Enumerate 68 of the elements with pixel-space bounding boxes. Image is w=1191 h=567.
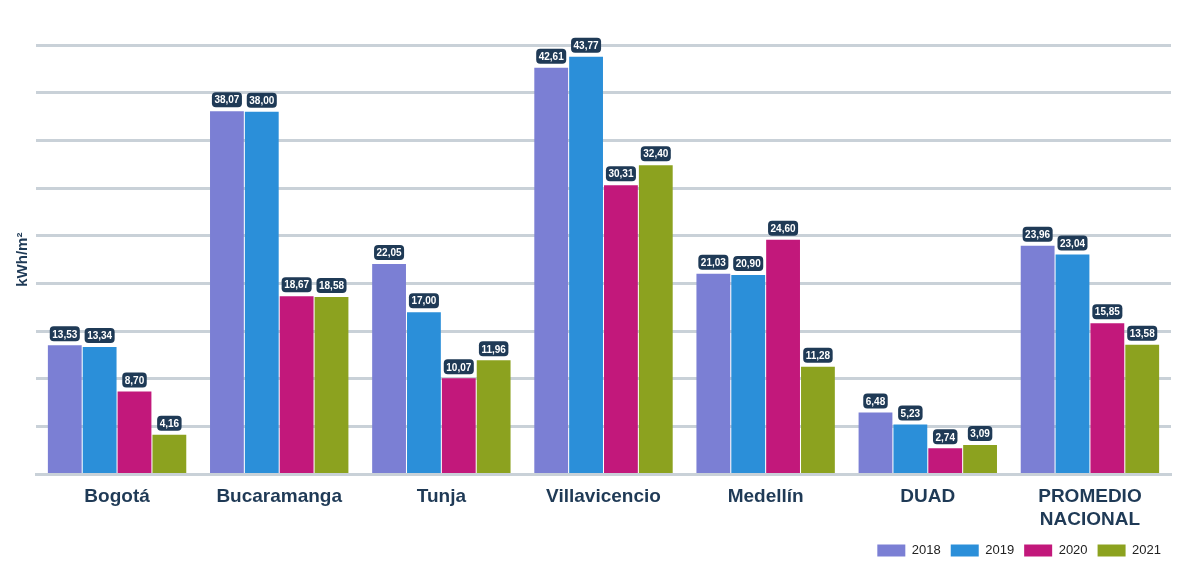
bar — [441, 378, 476, 473]
bar — [47, 345, 82, 473]
bar — [534, 67, 569, 473]
data-label: 13,58 — [1129, 328, 1156, 340]
data-label: 5,23 — [900, 407, 921, 419]
x-tick-label: PROMEDIO NACIONAL — [1038, 485, 1142, 529]
bar — [279, 296, 314, 473]
data-label: 10,07 — [446, 361, 472, 373]
bar — [696, 273, 731, 473]
bar — [244, 111, 279, 473]
x-tick-label: Tunja — [416, 485, 467, 507]
data-label: 42,61 — [538, 51, 565, 63]
data-label: 4,16 — [159, 417, 180, 429]
data-label: 30,31 — [608, 168, 634, 180]
bar — [1125, 344, 1160, 473]
data-label: 13,34 — [87, 330, 113, 342]
data-label: 23,04 — [1059, 237, 1086, 249]
bar — [117, 391, 152, 473]
bar — [152, 434, 187, 473]
bar — [476, 360, 511, 473]
legend-label: 2021 — [1132, 542, 1161, 558]
data-label: 23,96 — [1025, 229, 1051, 241]
bar — [314, 297, 349, 473]
bar — [766, 239, 800, 473]
bar — [928, 448, 963, 473]
data-label: 8,70 — [124, 374, 145, 386]
x-tick-label: Bucaramanga — [216, 485, 343, 507]
legend-label: 2020 — [1058, 542, 1088, 558]
x-tick-label: Medellín — [727, 485, 804, 507]
x-tick-label: Villavicencio — [546, 485, 661, 507]
data-label: 18,67 — [284, 279, 310, 291]
bar — [801, 366, 835, 473]
bar — [1020, 245, 1055, 473]
data-label: 11,28 — [805, 350, 831, 362]
data-label: 24,60 — [770, 222, 797, 234]
bar — [604, 185, 638, 473]
data-label: 20,90 — [735, 258, 762, 270]
legend-label: 2018 — [911, 542, 941, 558]
data-label: 11,96 — [481, 343, 507, 355]
bar — [569, 56, 603, 473]
bar — [210, 111, 244, 473]
bar — [82, 347, 117, 473]
data-label: 21,03 — [700, 256, 727, 268]
data-label: 15,85 — [1094, 306, 1121, 318]
x-tick-label: Bogotá — [84, 485, 151, 507]
bar — [372, 263, 406, 473]
data-label: 43,77 — [573, 39, 600, 51]
data-label: 38,07 — [214, 94, 240, 106]
bar — [638, 165, 673, 473]
data-label: 38,00 — [249, 95, 275, 107]
legend-label: 2019 — [985, 542, 1015, 558]
data-label: 2,74 — [935, 431, 956, 443]
data-label: 6,48 — [865, 395, 886, 407]
bar — [893, 424, 928, 473]
bar — [407, 312, 441, 473]
data-label: 3,09 — [970, 428, 991, 440]
x-tick-label: DUAD — [900, 485, 956, 507]
bar — [1090, 323, 1125, 473]
bar — [1055, 254, 1090, 473]
data-label: 13,53 — [52, 328, 78, 340]
data-label: 17,00 — [411, 295, 437, 307]
data-label: 22,05 — [376, 247, 403, 259]
data-label: 18,58 — [318, 280, 345, 292]
y-axis-title: kWh/m² — [13, 232, 31, 287]
bar — [963, 444, 997, 473]
data-label: 32,40 — [643, 148, 669, 160]
bar — [858, 412, 893, 473]
bar — [731, 274, 766, 473]
